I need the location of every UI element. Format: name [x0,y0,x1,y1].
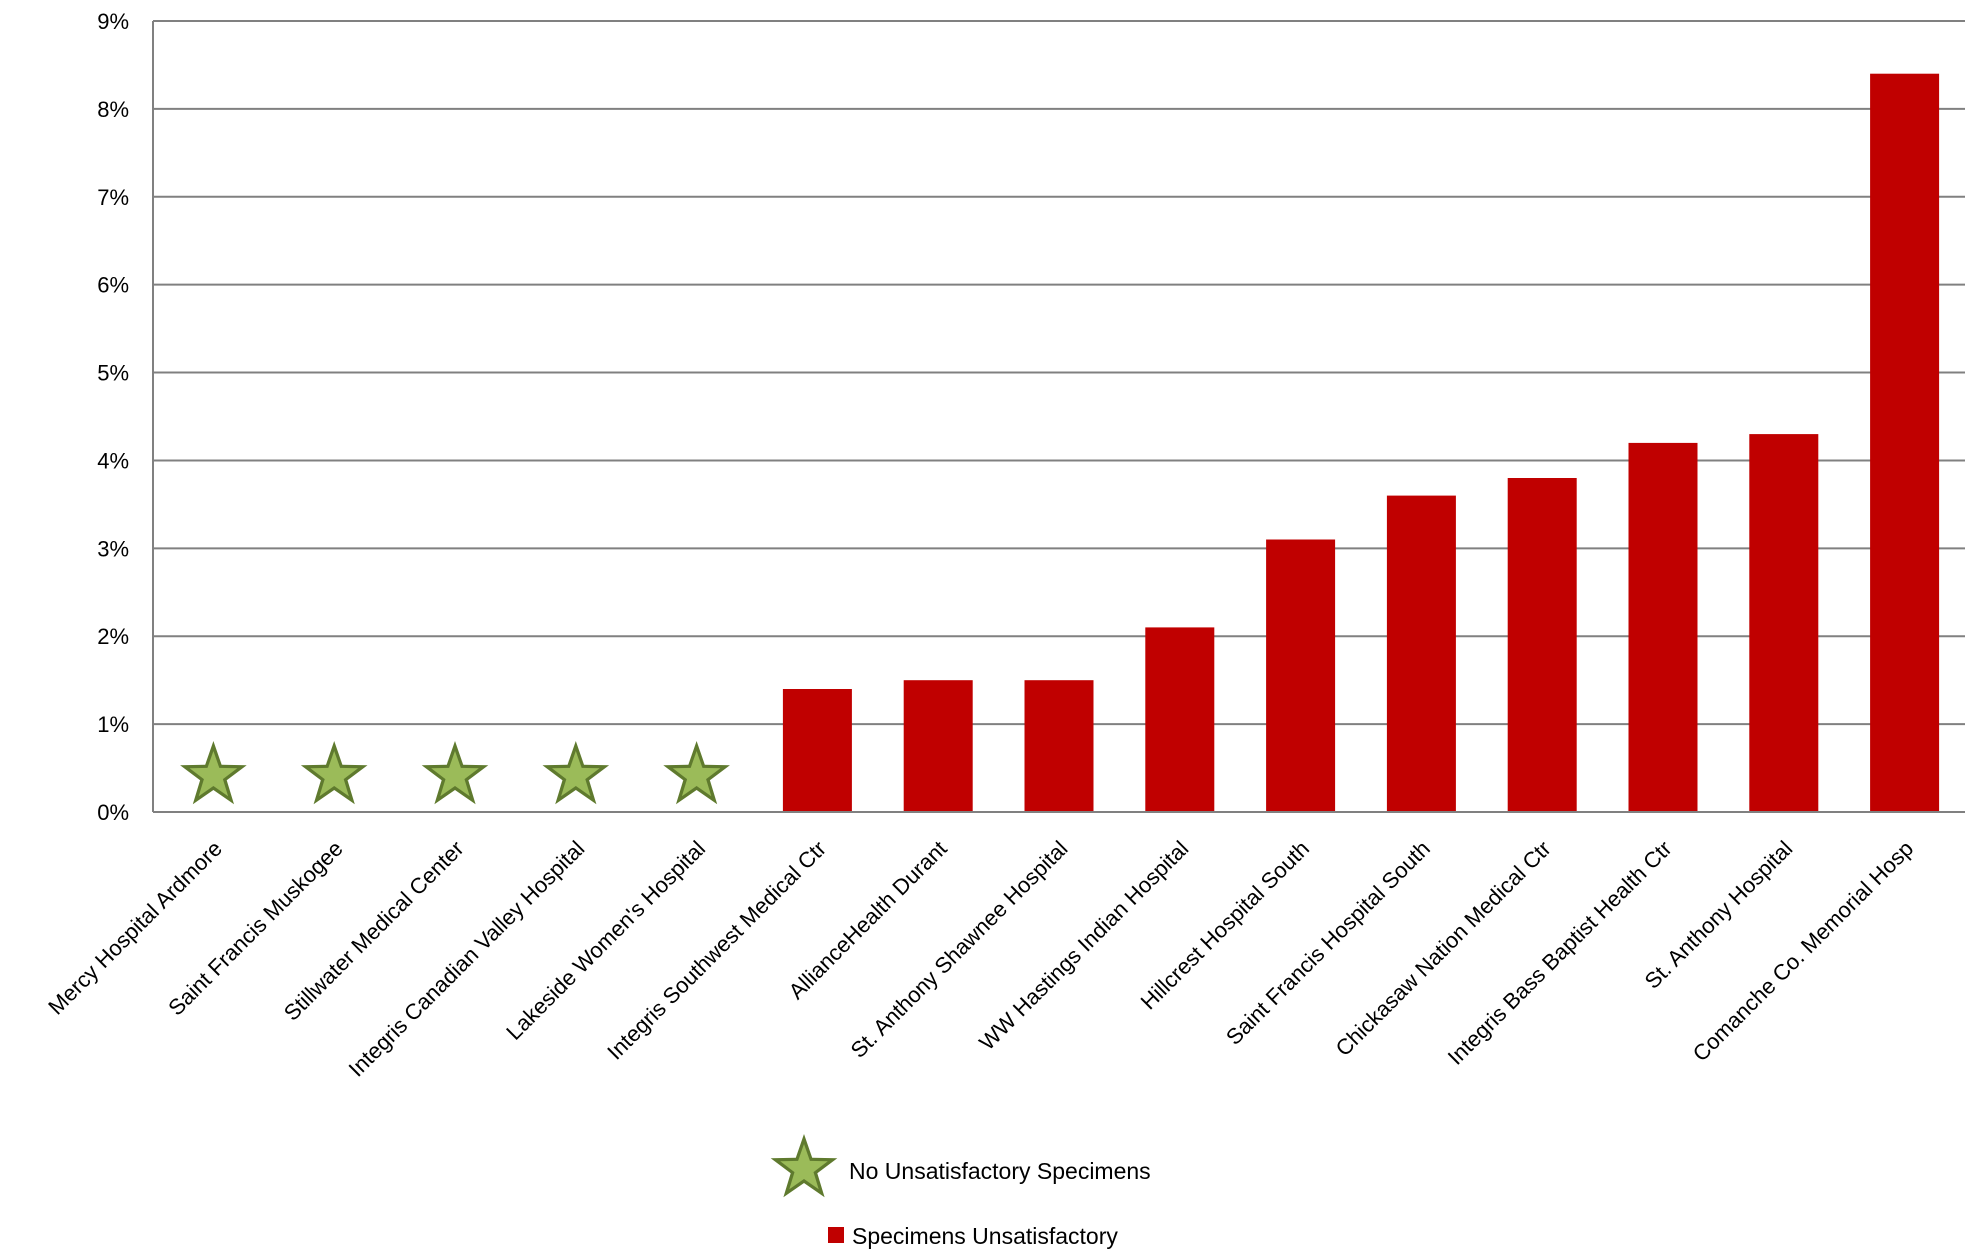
y-tick-label: 2% [97,624,129,649]
y-tick-label: 0% [97,800,129,825]
bar [1628,442,1698,812]
x-category-label: Integris Southwest Medical Ctr [602,836,831,1065]
legend-square-icon [828,1227,844,1243]
bar [1749,434,1819,812]
x-category-label: WW Hastings Indian Hospital [974,836,1193,1055]
x-category-label: Lakeside Women's Hospital [501,836,710,1045]
x-category-label: Integris Bass Baptist Health Ctr [1443,836,1677,1070]
bar [1145,627,1215,812]
axes [152,21,1965,813]
x-category-label: Comanche Co. Memorial Hosp [1688,836,1918,1066]
bars [782,73,1940,812]
no-unsatisfactory-star-icon [663,741,730,805]
bar [1870,73,1940,812]
y-tick-label: 6% [97,273,129,298]
legend-label-unsatisfactory: Specimens Unsatisfactory [852,1223,1118,1249]
y-tick-label: 8% [97,97,129,122]
x-category-label: Chickasaw Nation Medical Ctr [1331,836,1556,1061]
y-tick-label: 3% [97,536,129,561]
x-category-label: Integris Canadian Valley Hospital [344,836,590,1082]
bar [1024,680,1094,812]
gridlines [153,20,1965,726]
y-axis-tick-labels: 0% 1% 2% 3% 4% 5% 6% 7% 8% 9% [97,9,129,825]
legend-label-no-unsatisfactory: No Unsatisfactory Specimens [849,1158,1151,1184]
bar [1266,539,1336,812]
x-category-label: St. Anthony Shawnee Hospital [846,836,1073,1063]
no-unsatisfactory-star-icon [421,741,489,805]
y-tick-label: 7% [97,185,129,210]
legend-star-icon [770,1134,838,1198]
bar [782,689,852,812]
x-category-label: Saint Francis Hospital South [1221,836,1435,1050]
y-tick-label: 5% [97,361,129,386]
no-unsatisfactory-star-icon [180,741,247,805]
bar [1507,478,1577,812]
no-unsatisfactory-star-icon [300,741,368,805]
y-tick-label: 9% [97,9,129,34]
y-tick-label: 1% [97,712,129,737]
legend: No Unsatisfactory Specimens Specimens Uns… [770,1134,1151,1249]
bar [903,680,973,812]
no-unsatisfactory-star-icon [542,741,610,805]
y-tick-label: 4% [97,448,129,473]
star-markers [180,741,730,805]
bar [1386,495,1456,812]
